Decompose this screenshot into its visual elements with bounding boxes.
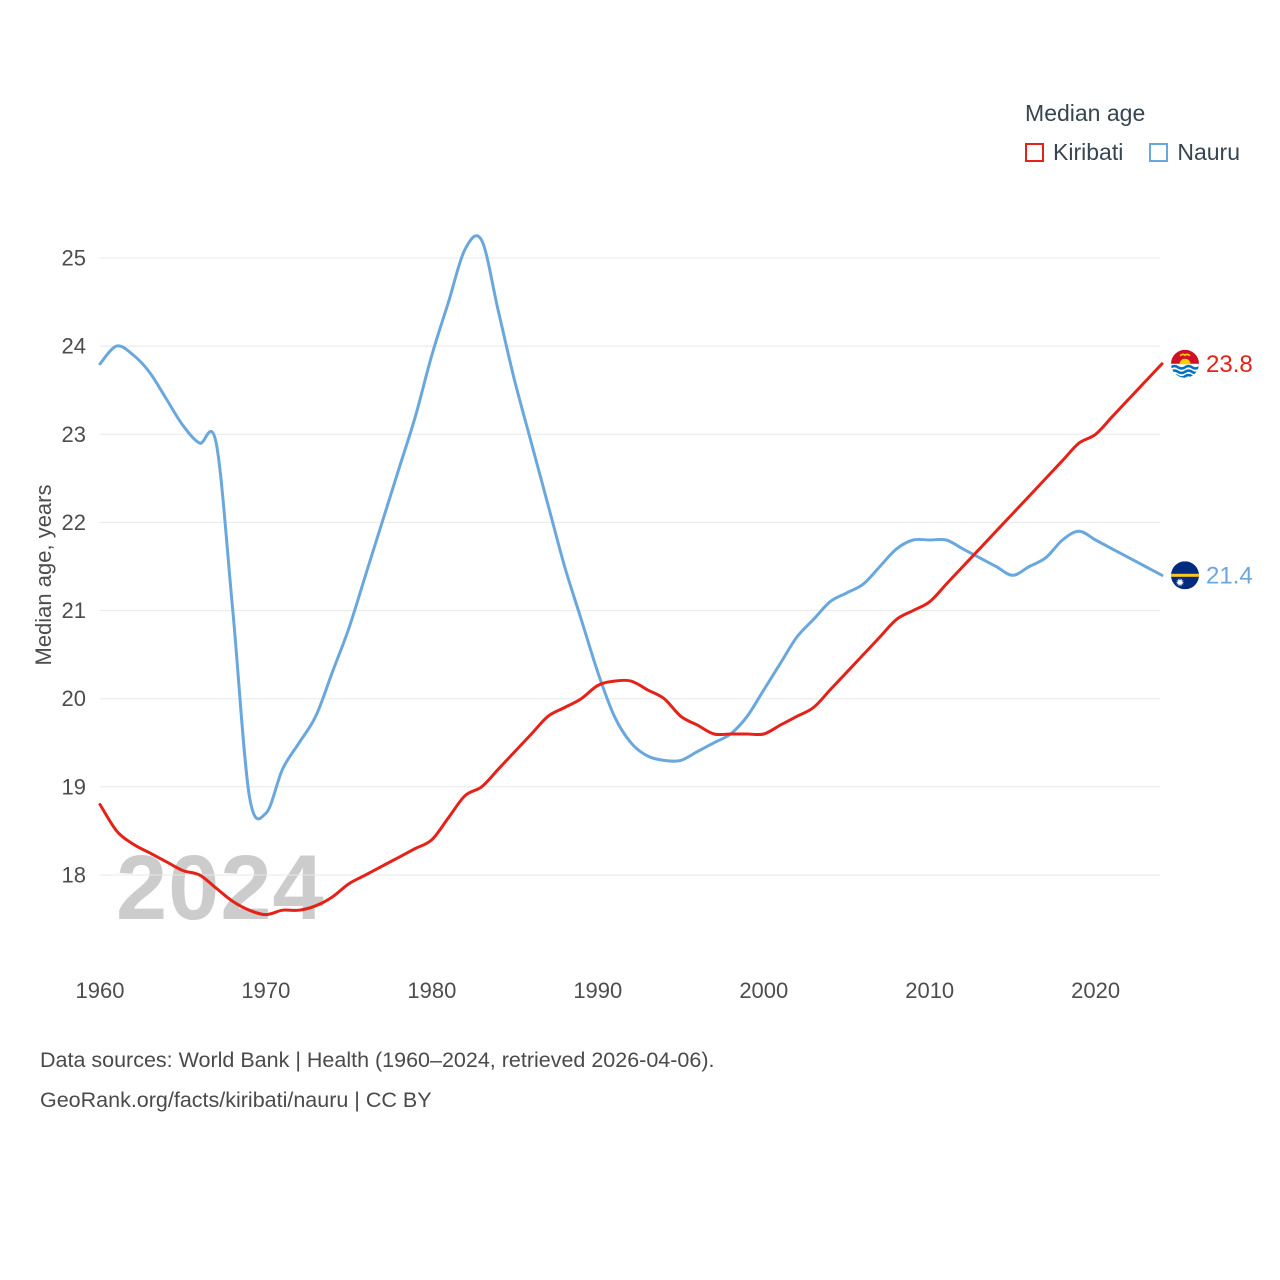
y-axis-label: Median age, years — [31, 484, 56, 666]
y-tick-20: 20 — [62, 686, 86, 711]
x-tick-2010: 2010 — [905, 978, 954, 1003]
x-tick-1990: 1990 — [573, 978, 622, 1003]
y-tick-19: 19 — [62, 774, 86, 799]
attribution-line: GeoRank.org/facts/kiribati/nauru | CC BY — [40, 1088, 432, 1113]
y-tick-21: 21 — [62, 598, 86, 623]
kiribati-swatch-icon — [1025, 143, 1045, 162]
legend-item-nauru[interactable]: Nauru — [1149, 139, 1240, 166]
x-tick-1980: 1980 — [407, 978, 456, 1003]
nauru-flag-icon — [1171, 561, 1199, 590]
x-tick-2020: 2020 — [1071, 978, 1120, 1003]
legend-item-kiribati[interactable]: Kiribati — [1025, 139, 1123, 166]
y-tick-18: 18 — [62, 863, 86, 888]
x-tick-2000: 2000 — [739, 978, 788, 1003]
end-value-kiribati: 23.8 — [1206, 351, 1253, 378]
legend: Median age Kiribati Nauru — [1025, 100, 1240, 166]
x-tick-1960: 1960 — [76, 978, 125, 1003]
chart-footer: Data sources: World Bank | Health (1960–… — [40, 1040, 714, 1121]
end-value-nauru: 21.4 — [1206, 562, 1253, 589]
y-tick-25: 25 — [62, 246, 86, 271]
y-tick-24: 24 — [62, 334, 86, 359]
kiribati-flag-icon — [1171, 349, 1199, 378]
legend-title: Median age — [1025, 100, 1146, 126]
legend-item-nauru-label: Nauru — [1177, 139, 1240, 165]
y-tick-23: 23 — [62, 422, 86, 447]
legend-item-kiribati-label: Kiribati — [1053, 139, 1124, 165]
series-line-kiribati — [98, 362, 1164, 917]
x-tick-1970: 1970 — [241, 978, 290, 1003]
y-tick-22: 22 — [62, 510, 86, 535]
series-line-nauru — [98, 234, 1164, 821]
nauru-swatch-icon — [1149, 143, 1169, 162]
legend-items: Kiribati Nauru — [1025, 139, 1240, 166]
data-sources-line: Data sources: World Bank | Health (1960–… — [40, 1048, 715, 1072]
